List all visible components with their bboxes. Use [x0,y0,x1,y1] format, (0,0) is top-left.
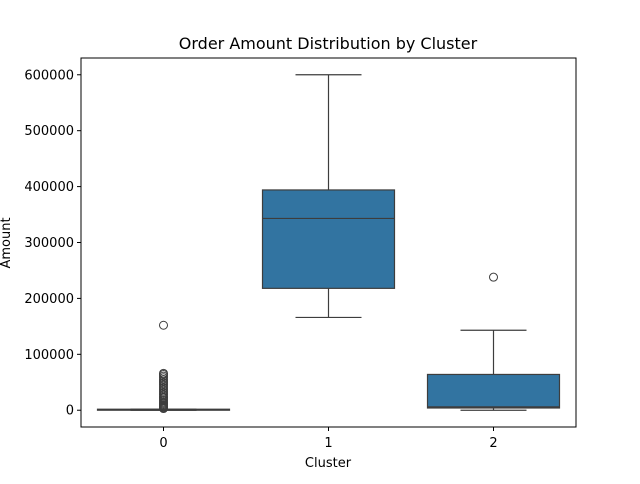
outlier-point [159,320,168,330]
x-tick-label: 0 [159,436,167,451]
y-tick-label: 400000 [24,180,74,195]
x-tick-label: 2 [489,436,497,451]
y-axis-label: Amount [0,217,14,268]
x-tick-label: 1 [324,436,332,451]
y-tick-label: 300000 [24,236,74,251]
outlier-point [489,272,498,282]
plot-area: 0 100000 200000 300000 400000 500000 600000 0 1 2 [24,68,561,451]
x-axis-label: Cluster [305,456,352,471]
box-iqr [261,189,396,289]
y-tick-label: 500000 [24,124,74,139]
y-tick-label: 0 [66,404,74,419]
outlier-point [159,368,168,378]
box-iqr [426,373,561,409]
chart-title: Order Amount Distribution by Cluster [179,34,478,53]
plot-frame [80,57,577,428]
y-tick-label: 600000 [24,68,74,83]
y-tick-label: 100000 [24,348,74,363]
y-tick-label: 200000 [24,292,74,307]
